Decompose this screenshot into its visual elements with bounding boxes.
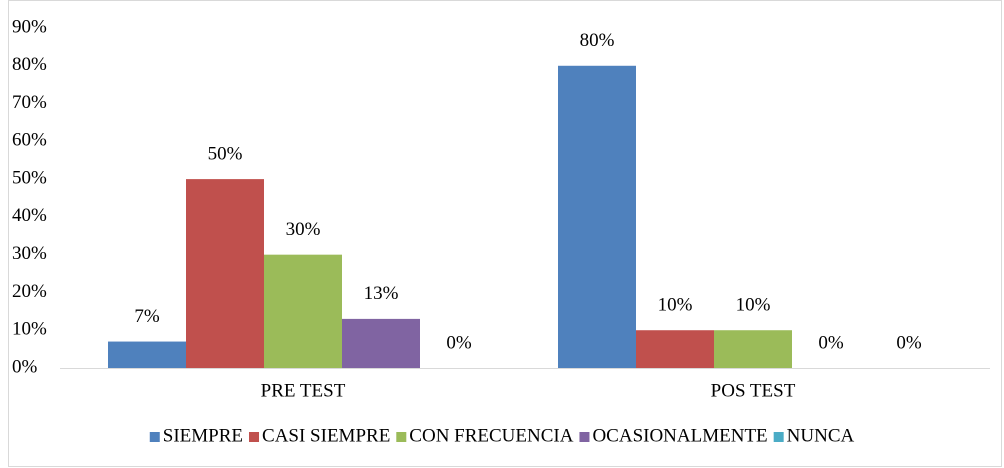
- legend-label: CASI SIEMPRE: [262, 425, 390, 446]
- y-tick-label: 80%: [12, 54, 47, 75]
- bar: [264, 254, 342, 368]
- y-tick-label: 20%: [12, 281, 47, 302]
- y-tick-label: 0%: [12, 356, 38, 377]
- data-label: 10%: [736, 295, 771, 316]
- data-label: 0%: [446, 332, 472, 353]
- y-tick-label: 60%: [12, 130, 47, 151]
- bar: [108, 341, 186, 368]
- data-label: 50%: [208, 143, 243, 164]
- legend-swatch: [579, 432, 590, 442]
- bar: [342, 318, 420, 368]
- data-label: 0%: [896, 332, 922, 353]
- y-tick-label: 30%: [12, 243, 47, 264]
- data-label: 7%: [134, 306, 160, 327]
- legend-label: NUNCA: [787, 425, 855, 446]
- bar: [714, 330, 792, 368]
- data-label: 30%: [286, 219, 321, 240]
- x-tick-label: PRE TEST: [261, 380, 346, 401]
- bar: [636, 330, 714, 368]
- y-tick-label: 70%: [12, 92, 47, 113]
- legend-swatch: [249, 432, 260, 442]
- legend-label: SIEMPRE: [163, 425, 243, 446]
- bar: [186, 179, 264, 368]
- legend-label: CON FRECUENCIA: [409, 425, 573, 446]
- y-tick-label: 40%: [12, 205, 47, 226]
- data-label: 10%: [658, 295, 693, 316]
- data-label: 0%: [818, 332, 844, 353]
- legend-swatch: [149, 432, 160, 442]
- chart-border: [8, 0, 1002, 467]
- bar: [558, 65, 636, 369]
- data-label: 13%: [364, 283, 399, 304]
- legend-swatch: [773, 432, 784, 442]
- x-tick-label: POS TEST: [711, 380, 796, 401]
- data-label: 80%: [580, 30, 615, 51]
- y-tick-label: 50%: [12, 167, 47, 188]
- y-tick-label: 90%: [12, 16, 47, 37]
- y-tick-label: 10%: [12, 319, 47, 340]
- legend-swatch: [396, 432, 407, 442]
- legend-label: OCASIONALMENTE: [592, 425, 767, 446]
